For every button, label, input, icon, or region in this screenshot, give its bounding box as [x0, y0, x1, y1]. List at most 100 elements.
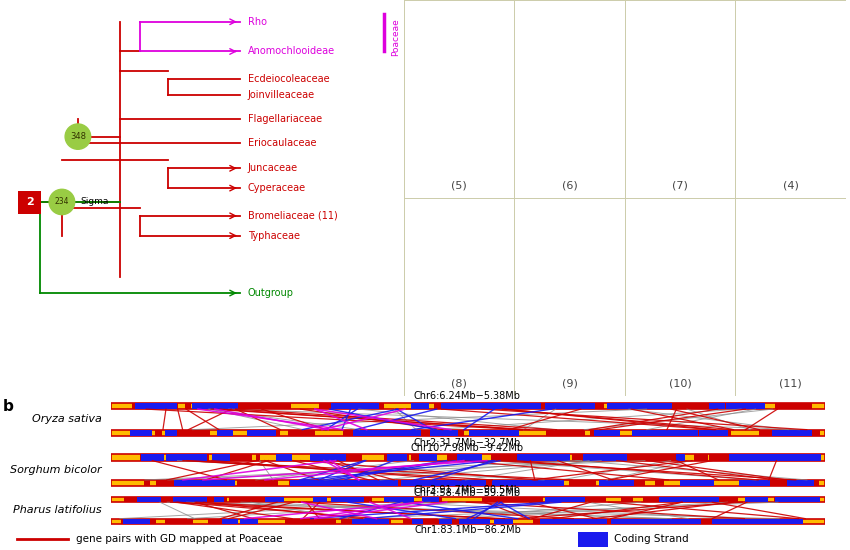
Bar [185, 430, 198, 436]
Bar [314, 497, 322, 502]
Bar [471, 430, 501, 436]
Bar [358, 480, 371, 486]
Bar [583, 454, 598, 460]
Bar [551, 497, 556, 502]
Bar [255, 497, 262, 502]
Bar [185, 403, 190, 409]
Text: Pharus latifolius: Pharus latifolius [14, 505, 102, 515]
Bar [726, 403, 762, 409]
Bar [391, 430, 421, 436]
Bar [787, 480, 813, 486]
Bar [497, 454, 507, 460]
Text: Coding Strand: Coding Strand [614, 534, 688, 543]
Bar [566, 519, 576, 524]
Bar [456, 403, 492, 409]
Text: (11): (11) [779, 378, 802, 388]
Bar [490, 480, 518, 486]
Text: Chr10:7.98Mb−9.42Mb: Chr10:7.98Mb−9.42Mb [411, 443, 524, 453]
Bar [488, 480, 501, 486]
Bar [742, 454, 749, 460]
Text: (10): (10) [669, 378, 691, 388]
Bar [535, 454, 539, 460]
Bar [191, 480, 231, 486]
Text: Flagellariaceae: Flagellariaceae [247, 114, 322, 124]
Bar [191, 454, 207, 460]
Bar [123, 519, 133, 524]
Bar [416, 519, 442, 524]
Text: Chr2:31.7Mb−32.7Mb: Chr2:31.7Mb−32.7Mb [414, 438, 521, 448]
Bar [543, 454, 557, 460]
Text: Chr6:6.24Mb−5.38Mb: Chr6:6.24Mb−5.38Mb [414, 390, 521, 400]
Bar [340, 480, 361, 486]
Bar [717, 403, 734, 409]
Bar [775, 403, 799, 409]
Bar [150, 403, 178, 409]
Bar [419, 454, 427, 460]
Bar [158, 403, 169, 409]
Bar [632, 519, 657, 524]
Bar [768, 519, 782, 524]
Bar [377, 403, 383, 409]
Bar [592, 497, 606, 502]
Bar [401, 480, 438, 486]
Text: Ecdeiocoleaceae: Ecdeiocoleaceae [247, 74, 329, 84]
Bar [713, 497, 728, 502]
Bar [138, 519, 143, 524]
Bar [490, 454, 509, 460]
Bar [174, 480, 205, 486]
Bar [456, 430, 464, 436]
Bar [484, 497, 510, 502]
Bar [427, 454, 437, 460]
Bar [450, 519, 459, 524]
Bar [517, 454, 552, 460]
Text: Juncaceae: Juncaceae [247, 163, 298, 173]
Bar [162, 497, 180, 502]
Bar [557, 497, 568, 502]
Bar [638, 519, 663, 524]
Bar [481, 403, 490, 409]
Text: Oryza sativa: Oryza sativa [32, 414, 102, 425]
Bar [611, 480, 623, 486]
Bar [264, 497, 284, 502]
Bar [437, 430, 450, 436]
Bar [551, 497, 586, 502]
Bar [346, 480, 354, 486]
Bar [331, 403, 341, 409]
Bar [653, 497, 667, 502]
Bar [518, 454, 536, 460]
Text: Anomochlooideae: Anomochlooideae [247, 47, 335, 57]
Bar [677, 430, 683, 436]
Bar [289, 480, 309, 486]
Bar [676, 497, 700, 502]
Bar [285, 519, 290, 524]
Bar [230, 454, 246, 460]
Bar [214, 497, 224, 502]
Bar [620, 497, 633, 502]
Bar [162, 497, 183, 502]
Bar [700, 430, 728, 436]
Bar [632, 430, 636, 436]
Bar [446, 454, 473, 460]
Bar [110, 403, 824, 409]
Bar [411, 403, 429, 409]
Bar [319, 480, 343, 486]
Bar [245, 497, 264, 502]
Bar [578, 532, 608, 547]
Bar [592, 403, 604, 409]
Bar [704, 430, 718, 436]
Bar [660, 454, 673, 460]
Bar [634, 454, 643, 460]
Circle shape [49, 189, 75, 214]
Bar [288, 430, 314, 436]
Bar [661, 454, 677, 460]
Bar [384, 454, 409, 460]
Bar [417, 454, 423, 460]
Bar [710, 454, 724, 460]
Bar [403, 519, 431, 524]
Bar [416, 403, 422, 409]
Bar [729, 519, 768, 524]
Bar [694, 454, 708, 460]
Text: (4): (4) [783, 180, 798, 190]
Bar [694, 497, 709, 502]
Bar [429, 497, 442, 502]
